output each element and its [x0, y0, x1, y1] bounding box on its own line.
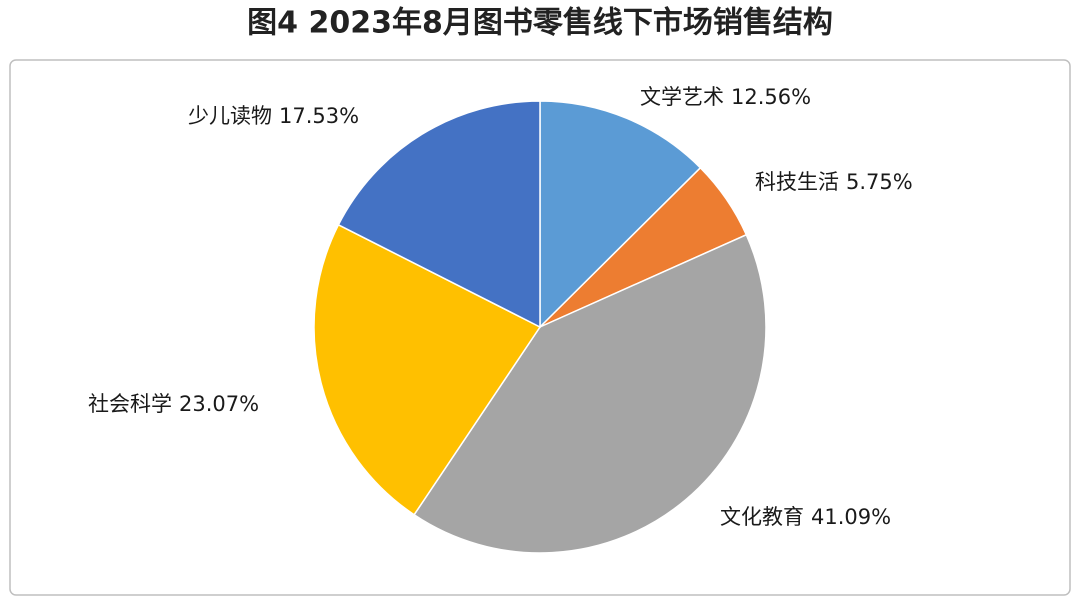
- slice-category: 少儿读物: [188, 104, 272, 128]
- pie-slice: [539, 100, 702, 329]
- chart-title: 图4 2023年8月图书零售线下市场销售结构: [247, 6, 833, 41]
- slice-label: 科技生活 5.75%: [755, 170, 913, 194]
- slice-label: 文学艺术 12.56%: [640, 85, 811, 109]
- slice-value-label: 12.56%: [731, 85, 811, 109]
- slice-category: 科技生活: [755, 170, 839, 194]
- pie-slice: [413, 233, 767, 554]
- slice-label: 文化教育 41.09%: [720, 505, 891, 529]
- slice-value-label: 23.07%: [179, 392, 259, 416]
- slice-value-label: 41.09%: [811, 505, 891, 529]
- pie-slice: [313, 223, 542, 516]
- slice-category: 社会科学: [88, 392, 172, 416]
- slice-category: 文学艺术: [640, 85, 724, 109]
- slice-value-label: 17.53%: [279, 104, 359, 128]
- slice-category: 文化教育: [720, 505, 804, 529]
- slice-value-label: 5.75%: [846, 170, 913, 194]
- pie-slice: [337, 100, 541, 329]
- chart-frame: [9, 59, 1071, 596]
- slice-label: 社会科学 23.07%: [88, 392, 259, 416]
- slice-label: 少儿读物 17.53%: [188, 104, 359, 128]
